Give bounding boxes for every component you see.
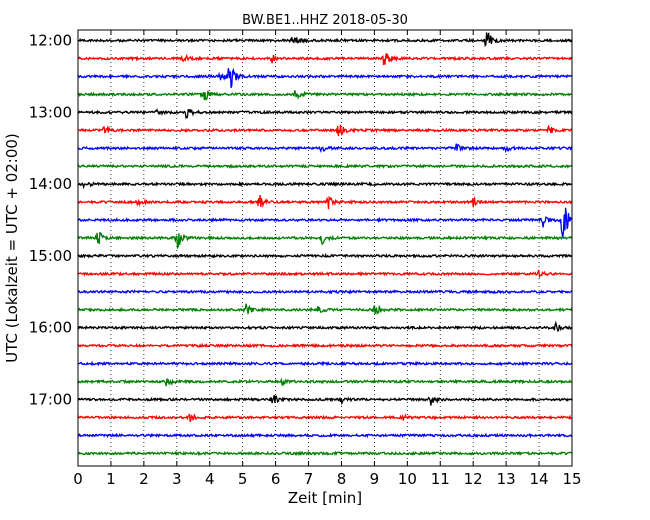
y-tick-label: 12:00	[29, 32, 72, 50]
trace-line	[77, 207, 573, 239]
x-tick-label: 0	[73, 470, 83, 488]
trace-line	[77, 432, 573, 439]
x-axis-label: Zeit [min]	[288, 489, 362, 507]
trace-line	[77, 450, 573, 457]
x-tick-label: 12	[464, 470, 483, 488]
y-ticks: 12:00 13:00 14:00 15:00 16:00 17:00	[29, 32, 572, 409]
trace-line	[77, 163, 573, 170]
x-tick-label: 8	[337, 470, 347, 488]
x-tick-label: 14	[530, 470, 549, 488]
trace-line	[77, 143, 573, 154]
trace-line	[77, 180, 573, 190]
trace-line	[77, 395, 573, 406]
trace-line	[77, 360, 573, 367]
x-tick-label: 7	[304, 470, 314, 488]
grid-lines	[110, 30, 540, 466]
x-tick-label: 13	[497, 470, 516, 488]
y-tick-label: 13:00	[29, 103, 72, 121]
trace-line	[77, 288, 573, 295]
x-tick-label: 10	[398, 470, 417, 488]
x-tick-label: 5	[238, 470, 248, 488]
trace-line	[77, 195, 573, 210]
trace-line	[77, 108, 573, 120]
trace-line	[77, 320, 573, 333]
x-tick-label: 2	[139, 470, 149, 488]
trace-line	[77, 32, 573, 48]
x-tick-label: 1	[106, 470, 116, 488]
y-tick-label: 17:00	[29, 391, 72, 409]
x-tick-label: 15	[562, 470, 581, 488]
chart-title: BW.BE1..HHZ 2018-05-30	[242, 13, 408, 28]
x-tick-label: 6	[271, 470, 281, 488]
x-tick-label: 9	[370, 470, 380, 488]
x-tick-label: 3	[172, 470, 182, 488]
y-axis-label: UTC (Lokalzeit = UTC + 02:00)	[3, 133, 21, 363]
trace-line	[77, 252, 573, 259]
trace-line	[77, 67, 573, 88]
trace-line	[77, 53, 573, 66]
trace-line	[77, 231, 573, 250]
trace-line	[77, 342, 573, 349]
y-tick-label: 14:00	[29, 175, 72, 193]
traces	[77, 32, 573, 457]
x-tick-label: 11	[431, 470, 450, 488]
trace-line	[77, 413, 573, 422]
trace-line	[77, 90, 573, 101]
trace-line	[77, 124, 573, 137]
plot-frame	[77, 29, 573, 467]
trace-line	[77, 377, 573, 387]
trace-line	[77, 269, 573, 279]
y-tick-label: 16:00	[29, 319, 72, 337]
x-ticks: 0 1 2 3 4 5 6 7 8 9 10 11 12 13 14 15	[73, 30, 582, 488]
trace-line	[77, 303, 573, 316]
x-tick-label: 4	[205, 470, 215, 488]
y-tick-label: 15:00	[29, 247, 72, 265]
